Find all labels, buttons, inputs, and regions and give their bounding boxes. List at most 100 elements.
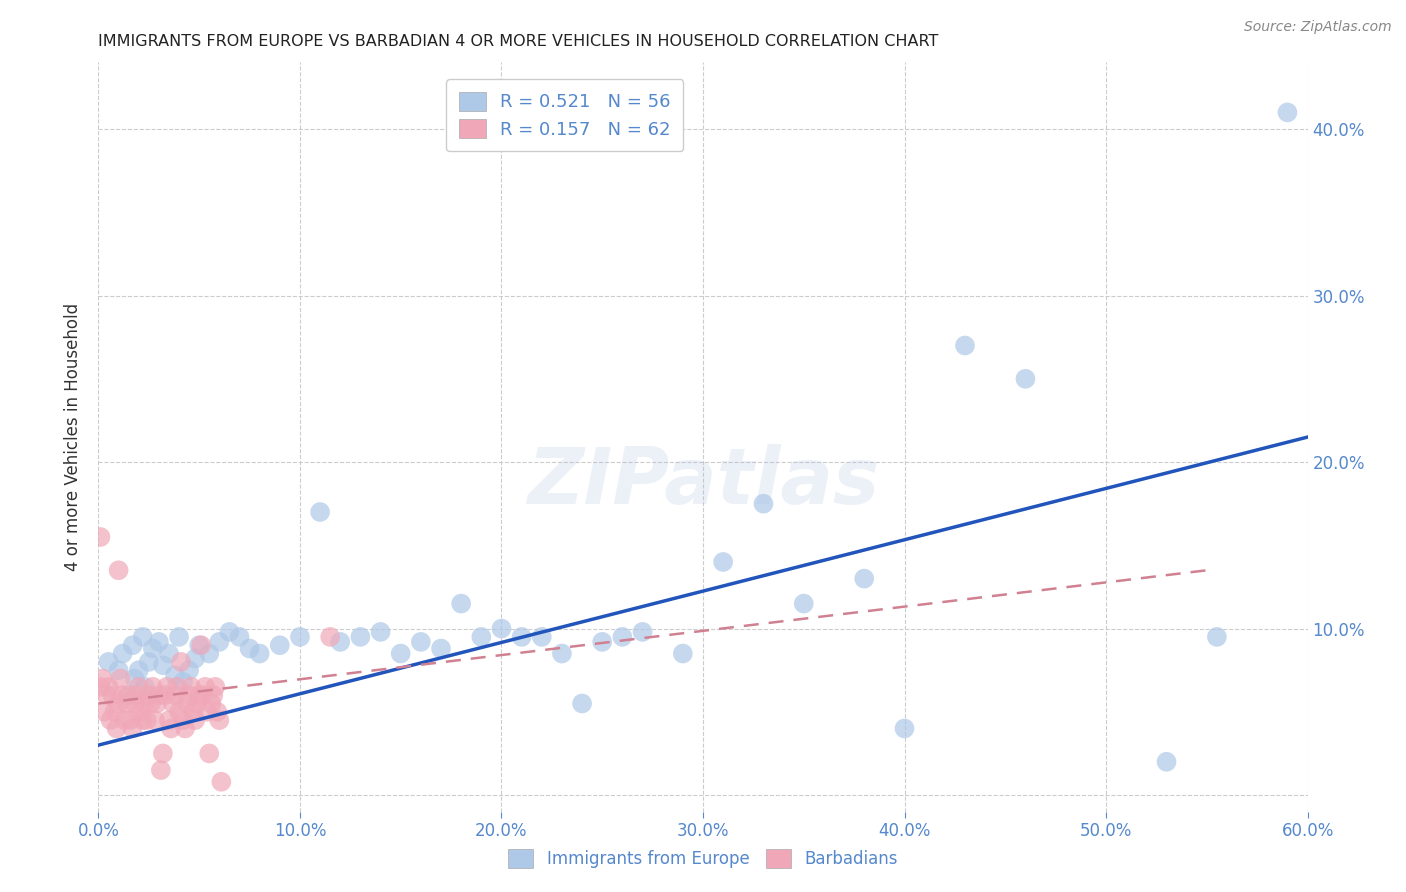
Point [200,697,222,711]
Point [184,713,207,727]
Point [166,680,188,694]
Point [893,722,915,736]
Point [118,688,141,702]
Point [188,638,211,652]
Point [853,572,876,586]
Point [174,722,197,736]
Point [672,647,695,661]
Text: ZIPatlas: ZIPatlas [527,444,879,520]
Point [142,641,165,656]
Point [163,688,186,702]
Point [179,663,201,677]
Point [208,635,231,649]
Point [149,763,172,777]
Point [153,688,176,702]
Point [228,630,250,644]
Point [631,624,654,639]
Point [170,655,193,669]
Point [239,641,262,656]
Point [120,713,142,727]
Point [510,630,533,644]
Point [711,555,734,569]
Point [319,630,342,644]
Point [172,674,194,689]
Point [190,638,212,652]
Point [491,622,513,636]
Point [349,630,371,644]
Text: Source: ZipAtlas.com: Source: ZipAtlas.com [1244,20,1392,34]
Point [167,705,190,719]
Point [163,668,186,682]
Y-axis label: 4 or more Vehicles in Household: 4 or more Vehicles in Household [65,303,83,571]
Point [121,722,143,736]
Point [138,655,160,669]
Point [179,688,201,702]
Point [167,630,190,644]
Point [152,747,174,761]
Point [591,635,613,649]
Point [107,563,129,577]
Point [107,663,129,677]
Point [1277,105,1299,120]
Point [793,597,815,611]
Point [612,630,634,644]
Point [97,680,120,694]
Point [115,697,138,711]
Point [93,705,115,719]
Point [138,688,160,702]
Point [128,663,150,677]
Point [107,697,129,711]
Point [450,597,472,611]
Point [134,697,156,711]
Legend: Immigrants from Europe, Barbadians: Immigrants from Europe, Barbadians [502,843,904,875]
Point [180,680,202,694]
Point [249,647,271,661]
Point [134,680,156,694]
Point [208,713,231,727]
Point [752,497,775,511]
Point [953,338,976,352]
Point [89,680,111,694]
Legend: R = 0.521   N = 56, R = 0.157   N = 62: R = 0.521 N = 56, R = 0.157 N = 62 [446,79,683,152]
Point [160,722,183,736]
Point [132,630,155,644]
Point [110,672,132,686]
Point [389,647,412,661]
Point [571,697,593,711]
Point [329,635,352,649]
Point [129,705,152,719]
Point [148,635,170,649]
Point [288,630,311,644]
Point [152,658,174,673]
Point [269,638,291,652]
Point [198,647,221,661]
Point [409,635,432,649]
Point [551,647,574,661]
Point [198,747,221,761]
Point [111,647,134,661]
Point [143,713,166,727]
Point [194,680,217,694]
Point [128,680,150,694]
Point [124,697,146,711]
Point [1156,755,1178,769]
Point [370,624,392,639]
Point [146,697,169,711]
Point [91,672,114,686]
Point [202,688,225,702]
Point [209,774,232,789]
Point [114,713,136,727]
Text: IMMIGRANTS FROM EUROPE VS BARBADIAN 4 OR MORE VEHICLES IN HOUSEHOLD CORRELATION : IMMIGRANTS FROM EUROPE VS BARBADIAN 4 OR… [98,34,939,49]
Point [530,630,553,644]
Point [186,697,208,711]
Point [121,638,143,652]
Point [96,688,118,702]
Point [1206,630,1229,644]
Point [148,688,170,702]
Point [172,713,194,727]
Point [101,688,124,702]
Point [139,697,162,711]
Point [430,641,453,656]
Point [105,722,128,736]
Point [176,697,198,711]
